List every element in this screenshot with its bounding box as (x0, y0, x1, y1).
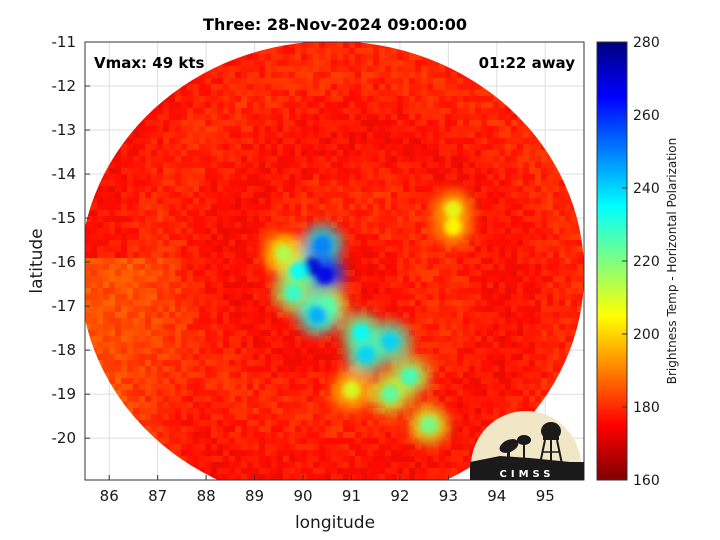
convection-core (308, 305, 327, 324)
convection-core (444, 200, 463, 219)
y-axis-title: latitude (27, 228, 47, 293)
x-tick-label: 94 (487, 487, 506, 505)
convection-core (274, 244, 293, 263)
x-tick-label: 93 (439, 487, 458, 505)
x-tick-label: 95 (536, 487, 555, 505)
x-tick-label: 92 (390, 487, 409, 505)
colorbar-tick-label: 180 (633, 400, 660, 416)
y-tick-label: -15 (52, 209, 77, 227)
colorbar-tick-label: 200 (633, 327, 660, 343)
cimss-logo: CIMSS (470, 411, 584, 480)
convection-core (400, 367, 419, 386)
convection-core (284, 283, 303, 302)
logo-text: CIMSS (500, 469, 555, 480)
logo-water-tower (541, 422, 561, 440)
y-tick-label: -11 (52, 33, 77, 51)
x-axis: 86 87 88 89 90 91 92 93 94 95 (100, 475, 555, 505)
colorbar-tick-label: 220 (633, 254, 660, 270)
x-tick-label: 87 (148, 487, 167, 505)
time-offset-annotation: 01:22 away (479, 54, 576, 72)
x-axis-title: longitude (295, 513, 375, 533)
y-tick-label: -18 (52, 341, 77, 359)
y-tick-label: -13 (52, 121, 77, 139)
convection-core (352, 323, 371, 342)
convection-core (381, 332, 400, 351)
convection-core (342, 380, 361, 399)
convection-core (419, 415, 438, 434)
x-tick-label: 91 (342, 487, 361, 505)
colorbar-tick-label: 260 (633, 108, 660, 124)
vmax-annotation: Vmax: 49 kts (94, 54, 204, 72)
y-tick-label: -20 (52, 429, 77, 447)
x-tick-label: 90 (293, 487, 312, 505)
colorbar-tick-label: 280 (633, 35, 660, 51)
colorbar-tick-label: 240 (633, 181, 660, 197)
convection-core (444, 217, 463, 236)
y-tick-label: -19 (52, 385, 77, 403)
x-tick-label: 89 (245, 487, 264, 505)
y-tick-label: -12 (52, 77, 77, 95)
convection-core (313, 235, 332, 254)
convection-core (356, 345, 375, 364)
convection-core (289, 261, 308, 280)
chart-title: Three: 28-Nov-2024 09:00:00 (203, 15, 467, 34)
convection-core (381, 385, 400, 404)
y-tick-label: -16 (52, 253, 77, 271)
logo-dish (499, 439, 519, 453)
axes-frame (84, 41, 585, 481)
y-axis: -11 -12 -13 -14 -15 -16 -17 -18 -19 -20 (52, 33, 90, 447)
y-tick-label: -17 (52, 297, 77, 315)
convection-core (315, 266, 334, 285)
colorbar-label: Brightness Temp - Horizontal Polarizatio… (665, 138, 679, 385)
x-tick-label: 88 (197, 487, 216, 505)
colorbar-tick-label: 160 (633, 473, 660, 489)
x-tick-label: 86 (100, 487, 119, 505)
y-tick-label: -14 (52, 165, 77, 183)
colorbar: 160 180 200 220 240 260 280 Brightness Temp - … (596, 35, 679, 489)
